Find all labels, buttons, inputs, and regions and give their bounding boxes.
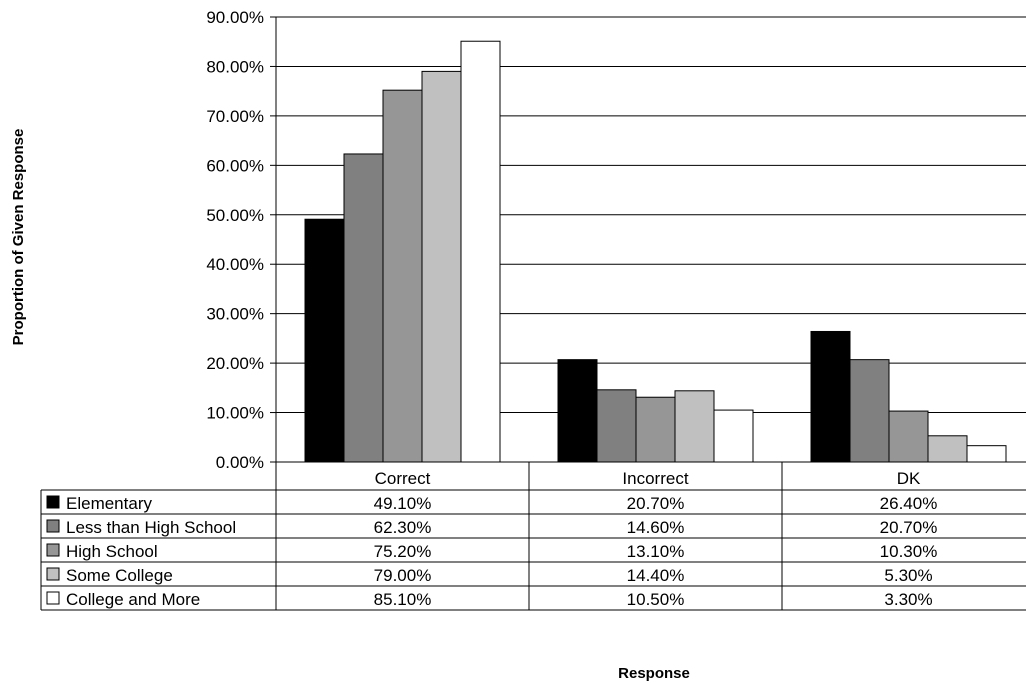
bar-dk-elementary: [810, 330, 851, 463]
y-tick-label: 0.00%: [216, 453, 264, 472]
category-label: DK: [897, 469, 921, 488]
y-tick-label: 10.00%: [206, 404, 264, 423]
y-tick-label: 20.00%: [206, 354, 264, 373]
legend-label: High School: [66, 542, 158, 561]
bar-incorrect-less-than-high-school: [596, 389, 637, 463]
y-tick-label: 80.00%: [206, 57, 264, 76]
data-label: 49.10%: [374, 494, 432, 513]
legend-key-some-college: [46, 567, 60, 581]
data-label: 14.40%: [627, 566, 685, 585]
bar-correct-high-school: [382, 89, 423, 463]
data-table: Correct Incorrect DK Elementary 49.10% 20.70%…: [40, 461, 1026, 611]
y-tick-label: 30.00%: [206, 305, 264, 324]
data-label: 10.50%: [627, 590, 685, 609]
bar-incorrect-high-school: [635, 396, 676, 463]
category-label: Correct: [375, 469, 431, 488]
legend-label: Some College: [66, 566, 173, 585]
bar-correct-college-and-more: [460, 40, 501, 463]
y-tick-label: 60.00%: [206, 156, 264, 175]
bar-dk-high-school: [888, 410, 929, 463]
bar-incorrect-some-college: [674, 390, 715, 463]
data-label: 20.70%: [880, 518, 938, 537]
data-label: 85.10%: [374, 590, 432, 609]
legend-label: College and More: [66, 590, 200, 609]
bar-dk-college-and-more: [966, 445, 1007, 463]
legend-label: Elementary: [66, 494, 152, 513]
data-label: 79.00%: [374, 566, 432, 585]
y-tick-label: 50.00%: [206, 206, 264, 225]
bar-incorrect-college-and-more: [713, 409, 754, 463]
y-tick-label: 70.00%: [206, 107, 264, 126]
data-label: 75.20%: [374, 542, 432, 561]
data-label: 13.10%: [627, 542, 685, 561]
bar-correct-less-than-high-school: [343, 153, 384, 463]
data-label: 20.70%: [627, 494, 685, 513]
data-label: 5.30%: [884, 566, 932, 585]
data-label: 10.30%: [880, 542, 938, 561]
data-label: 3.30%: [884, 590, 932, 609]
y-tick-label: 90.00%: [206, 8, 264, 27]
bar-correct-some-college: [421, 70, 462, 463]
category-label: Incorrect: [622, 469, 688, 488]
bar-correct-elementary: [304, 218, 345, 463]
data-label: 14.60%: [627, 518, 685, 537]
legend-key-less-than-high-school: [46, 519, 60, 533]
legend-key-elementary: [46, 495, 60, 509]
data-label: 62.30%: [374, 518, 432, 537]
bar-dk-some-college: [927, 435, 968, 463]
bar-dk-less-than-high-school: [849, 359, 890, 463]
legend-key-college-and-more: [46, 591, 60, 605]
x-axis-title: Response: [618, 665, 690, 682]
legend-label: Less than High School: [66, 518, 236, 537]
legend-key-high-school: [46, 543, 60, 557]
y-tick-label: 40.00%: [206, 255, 264, 274]
bars: [304, 40, 1007, 463]
data-label: 26.40%: [880, 494, 938, 513]
y-axis-ticks: 0.00% 10.00% 20.00% 30.00% 40.00% 50.00% 60.00…: [206, 8, 276, 472]
bar-incorrect-elementary: [557, 359, 598, 463]
y-axis-title: Proportion of Given Response: [10, 129, 27, 346]
